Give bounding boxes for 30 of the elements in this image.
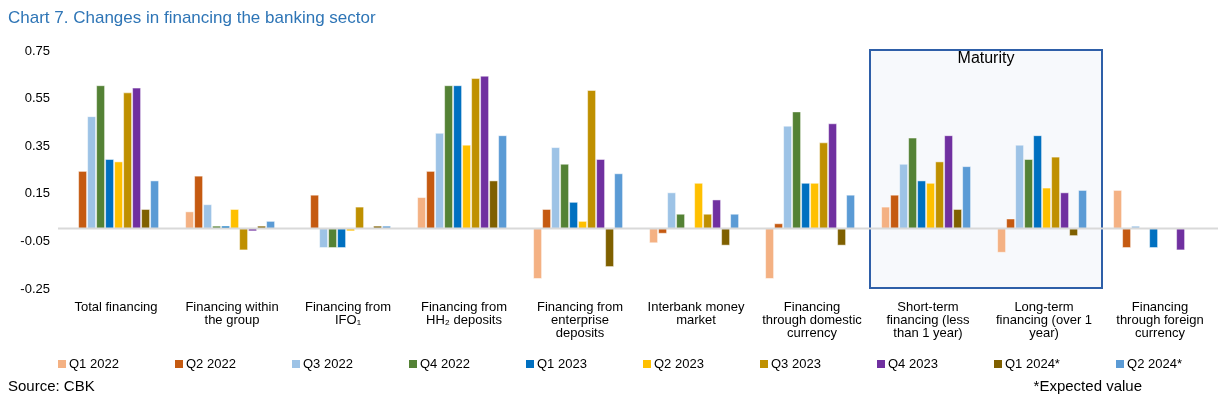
y-tick-label: 0.75 [24, 42, 50, 58]
x-tick-label: Financing within the group [185, 299, 279, 328]
legend-label: Q2 2023 [654, 356, 704, 371]
legend-label: Q3 2023 [771, 356, 821, 371]
x-tick-label: Financing from IFO₁ [305, 299, 391, 328]
chart-title: Chart 7. Changes in financing the banking sector [8, 8, 377, 29]
legend-label: Q1 2022 [69, 356, 119, 371]
legend-label: Q4 2023 [888, 356, 938, 371]
legend-label: Q2 2024* [1127, 356, 1182, 371]
source-note: Source: CBK [8, 377, 95, 394]
y-tick-label: -0.05 [20, 233, 50, 249]
x-tick-label: Financing through foreign currency [1116, 299, 1204, 341]
legend-label: Q2 2022 [186, 356, 236, 371]
legend-label: Q4 2022 [420, 356, 470, 371]
x-tick-label: Interbank money market [647, 299, 745, 328]
x-tick-label: Short-term financing (less than 1 year) [886, 299, 971, 341]
y-tick-label: 0.35 [24, 137, 50, 153]
y-tick-label: -0.25 [20, 280, 50, 296]
legend-label: Q3 2022 [303, 356, 353, 371]
x-tick-label: Financing through domestic currency [762, 299, 863, 341]
legend-label: Q1 2024* [1005, 356, 1060, 371]
x-tick-label: Financing from enterprise deposits [537, 299, 623, 341]
y-tick-label: 0.15 [24, 185, 50, 201]
legend-label: Q1 2023 [537, 356, 587, 371]
x-tick-label: Total financing [74, 299, 158, 315]
x-tick-label: Financing from HH₂ deposits [421, 299, 507, 328]
x-tick-label: Long-term financing (over 1 year) [995, 299, 1093, 341]
band-label: Maturity [957, 49, 1015, 67]
y-tick-label: 0.55 [24, 90, 50, 106]
text: *Expected value [1033, 377, 1142, 394]
